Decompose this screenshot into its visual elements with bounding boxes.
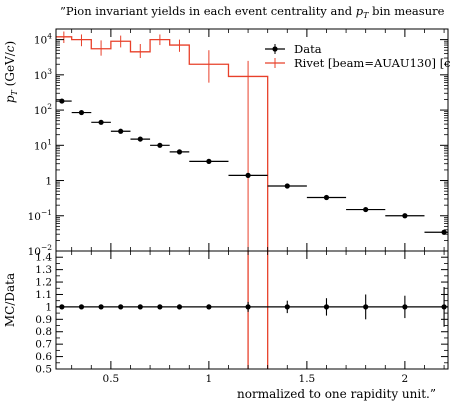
data-point [402,213,408,219]
chart-title: ”Pion invariant yields in each event cen… [60,4,445,20]
ratio-y-tick-label: 0.5 [35,364,52,376]
ratio-y-tick-label: 0.8 [35,326,52,338]
ratio-point [157,304,163,310]
data-point [118,128,124,134]
x-axis-label: normalized to one rapidity unit.” [237,387,436,401]
x-tick-label: 0.5 [103,373,120,385]
x-tick-label: 1.5 [299,373,316,385]
ratio-point [118,304,124,310]
data-point [176,149,183,155]
data-point [245,172,251,178]
ratio-y-tick-label: 1.1 [35,289,52,301]
ratio-y-axis-label: MC/Data [3,273,17,327]
data-point [59,98,65,104]
legend-data-marker-dot [272,46,278,52]
data-point [206,158,212,164]
ratio-y-tick-label: 0.7 [35,339,52,351]
data-point [157,142,163,148]
y-tick-label: 103 [34,67,52,82]
ratio-y-tick-label: 1.2 [35,277,52,289]
ratio-point [323,304,330,310]
data-point [98,119,104,125]
ratio-point [284,304,290,310]
mc-histogram [56,31,269,251]
ratio-point [137,304,143,310]
data-point [323,194,330,201]
y-tick-label: 1 [45,176,52,188]
ratio-point [98,304,104,310]
data-points [56,98,448,235]
data-point [137,136,143,142]
ratio-point [245,304,251,310]
ratio-plot-panel: 1.41.31.21.110.90.80.70.60.5 0.5 1 1.5 2 [35,29,449,385]
ratio-data-points [56,287,448,327]
x-tick-label: 2 [402,373,409,385]
data-point [441,229,447,235]
y-tick-label: 102 [34,102,52,117]
ratio-point [402,304,408,310]
y-tick-label: 104 [34,32,52,47]
ratio-y-tick-label: 0.6 [35,351,52,363]
y-tick-label: 101 [34,137,52,152]
ratio-y-tick-label: 1.3 [35,264,52,276]
ratio-point [206,304,212,310]
mc-step-line [56,36,269,251]
ratio-point [176,304,183,310]
y-tick-label: 10−2 [28,243,53,258]
data-point [363,206,369,213]
ratio-point [363,304,369,310]
ratio-point [78,304,85,310]
main-y-axis-label: pT (GeV/c) [3,41,19,103]
data-point [284,183,290,189]
legend-mc-label: Rivet [beam=AUAU130] [c [294,56,450,70]
ratio-y-tick-label: 1 [45,301,52,313]
legend-data-label: Data [294,42,322,56]
ratio-y-tick-label: 0.9 [35,314,52,326]
ratio-plot-frame [55,250,449,370]
data-point [78,109,85,116]
x-tick-label: 1 [206,373,213,385]
y-tick-label: 10−1 [28,208,52,223]
ratio-y-tick-label: 1.4 [35,252,52,264]
